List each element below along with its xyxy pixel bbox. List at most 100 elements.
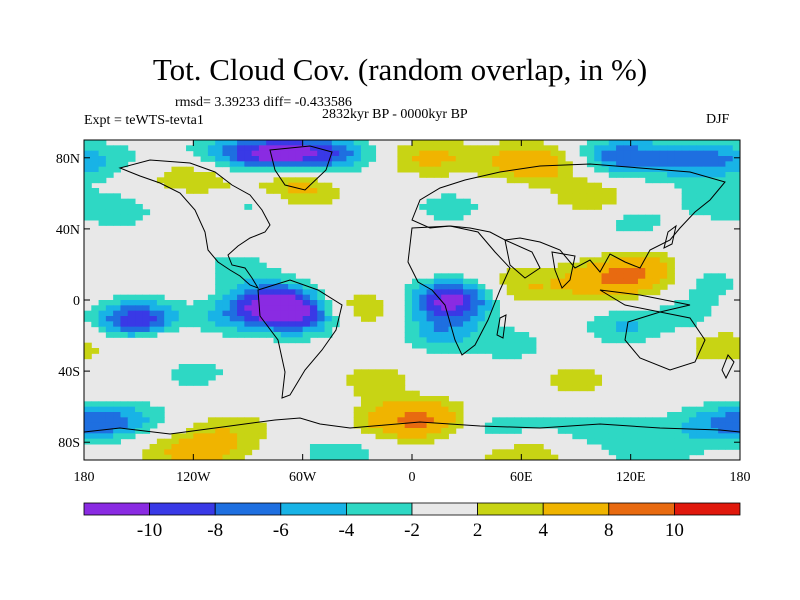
anomaly-cell — [324, 198, 333, 205]
anomaly-cell — [572, 268, 581, 274]
anomaly-cell — [288, 305, 296, 312]
anomaly-cell — [667, 449, 675, 456]
anomaly-cell — [586, 321, 595, 328]
anomaly-cell — [637, 428, 646, 434]
anomaly-cell — [105, 214, 114, 221]
anomaly-cell — [237, 417, 245, 424]
anomaly-cell — [164, 454, 172, 460]
anomaly-cell — [346, 300, 355, 306]
anomaly-cell — [266, 278, 275, 285]
anomaly-cell — [470, 348, 479, 354]
anomaly-cell — [550, 188, 559, 194]
anomaly-cell — [244, 433, 253, 440]
anomaly-cell — [659, 305, 668, 312]
anomaly-cell — [565, 273, 573, 280]
anomaly-cell — [674, 321, 683, 328]
anomaly-cell — [514, 353, 522, 360]
anomaly-cell — [703, 300, 712, 306]
anomaly-cell — [229, 444, 238, 450]
anomaly-cell — [688, 412, 697, 418]
anomaly-cell — [688, 406, 697, 413]
anomaly-cell — [309, 182, 318, 189]
anomaly-cell — [222, 268, 231, 274]
anomaly-cell — [397, 401, 406, 408]
anomaly-cell — [84, 401, 92, 408]
anomaly-cell — [667, 150, 675, 157]
anomaly-cell — [135, 209, 143, 216]
anomaly-cell — [193, 369, 202, 376]
anomaly-cell — [477, 337, 486, 344]
anomaly-cell — [645, 454, 654, 460]
anomaly-cell — [229, 145, 238, 152]
anomaly-cell — [659, 278, 668, 285]
anomaly-cell — [463, 332, 471, 338]
anomaly-cell — [127, 316, 136, 322]
anomaly-cell — [463, 209, 471, 216]
anomaly-cell — [710, 444, 719, 450]
anomaly-cell — [258, 284, 267, 290]
anomaly-cell — [339, 145, 347, 152]
anomaly-cell — [572, 369, 581, 376]
anomaly-cell — [113, 438, 121, 445]
anomaly-cell — [448, 401, 457, 408]
anomaly-cell — [521, 332, 530, 338]
anomaly-cell — [667, 140, 675, 146]
anomaly-cell — [645, 310, 654, 317]
anomaly-cell — [441, 204, 449, 210]
anomaly-cell — [105, 438, 114, 445]
anomaly-cell — [718, 166, 726, 173]
anomaly-cell — [426, 156, 435, 162]
anomaly-cell — [477, 342, 486, 349]
anomaly-cell — [258, 289, 267, 296]
anomaly-cell — [710, 417, 719, 424]
anomaly-cell — [207, 156, 216, 162]
anomaly-cell — [441, 433, 449, 440]
season-label: DJF — [706, 112, 730, 127]
anomaly-cell — [594, 294, 603, 301]
anomaly-cell — [433, 422, 442, 429]
anomaly-cell — [667, 422, 675, 429]
anomaly-cell — [258, 422, 267, 429]
anomaly-cell — [535, 444, 544, 450]
anomaly-cell — [667, 278, 675, 285]
anomaly-cell — [273, 182, 282, 189]
anomaly-cell — [113, 316, 121, 322]
anomaly-cell — [258, 156, 267, 162]
anomaly-cell — [258, 262, 267, 269]
anomaly-cell — [506, 177, 515, 184]
anomaly-cell — [113, 321, 121, 328]
anomaly-cell — [441, 300, 449, 306]
anomaly-cell — [441, 166, 449, 173]
anomaly-cell — [426, 161, 435, 168]
anomaly-cell — [353, 412, 362, 418]
anomaly-cell — [237, 428, 245, 434]
anomaly-cell — [258, 300, 267, 306]
anomaly-cell — [718, 438, 726, 445]
anomaly-cell — [710, 300, 719, 306]
anomaly-cell — [404, 433, 413, 440]
anomaly-cell — [98, 401, 107, 408]
anomaly-cell — [565, 417, 573, 424]
anomaly-cell — [572, 385, 581, 392]
anomaly-cell — [412, 316, 420, 322]
anomaly-cell — [550, 145, 559, 152]
anomaly-cell — [426, 326, 435, 333]
anomaly-cell — [565, 385, 573, 392]
anomaly-cell — [295, 198, 304, 205]
anomaly-cell — [506, 145, 515, 152]
anomaly-cell — [273, 188, 282, 194]
anomaly-cell — [120, 326, 129, 333]
anomaly-cell — [339, 150, 347, 157]
anomaly-cell — [360, 412, 369, 418]
anomaly-cell — [732, 150, 740, 157]
anomaly-cell — [448, 342, 457, 349]
anomaly-cell — [91, 412, 100, 418]
anomaly-cell — [448, 332, 457, 338]
anomaly-cell — [222, 332, 231, 338]
anomaly-cell — [215, 417, 223, 424]
anomaly-cell — [237, 305, 245, 312]
anomaly-cell — [681, 193, 690, 200]
anomaly-cell — [397, 438, 406, 445]
anomaly-cell — [659, 262, 668, 269]
anomaly-cell — [718, 145, 726, 152]
